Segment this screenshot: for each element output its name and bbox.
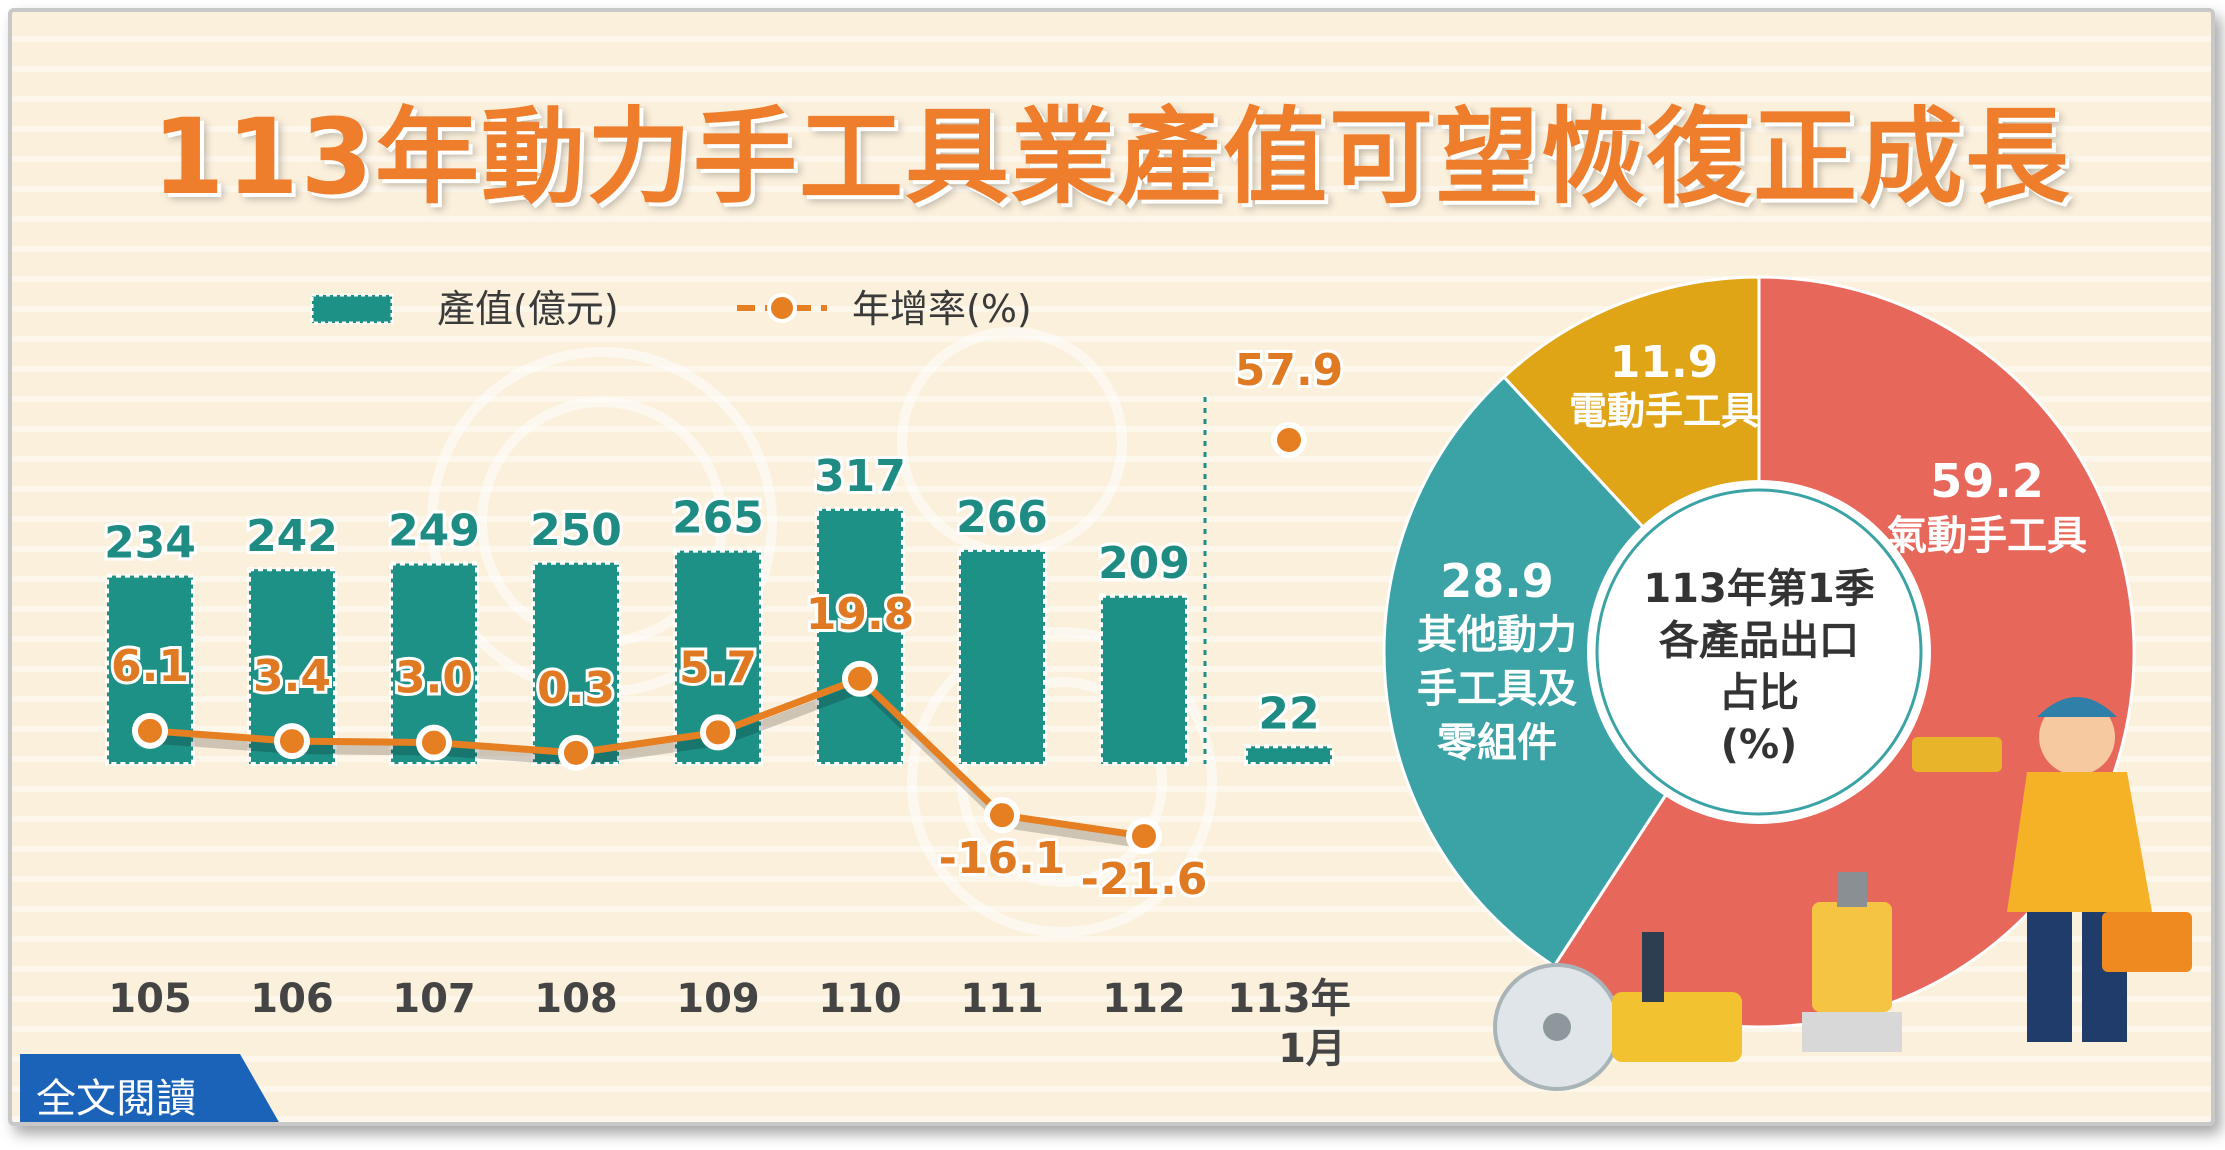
rate-point-107 — [416, 724, 452, 761]
x-tick-label: 1月 — [1278, 1026, 1346, 1072]
rate-point-111 — [984, 797, 1020, 834]
x-tick-label: 105 — [108, 976, 192, 1022]
rate-line-series: 6.1 3.4 3.0 0.3 5.7 19.8 -16.1 -21.6 57.9 — [108, 342, 1346, 908]
x-tick-label: 112 — [1102, 976, 1186, 1022]
legend-line-marker — [767, 293, 797, 323]
chart-legend: 產值(億元) 年增率(%) — [310, 287, 1032, 331]
bar-value-label: 22 — [1258, 688, 1319, 739]
rate-value-label: -21.6 — [1081, 854, 1208, 905]
slice-value-label: 11.9 — [1610, 337, 1719, 388]
bar-109 — [673, 548, 763, 766]
donut-center-label: (%) — [1721, 722, 1798, 768]
donut-center-label: 113年第1季 — [1643, 566, 1874, 612]
slice-name-label: 手工具及 — [1417, 666, 1577, 712]
rate-value-label: 3.0 — [395, 653, 473, 704]
bar-108 — [531, 560, 621, 766]
bar-value-labels: 234 242 249 250 265 317 266 209 22 — [101, 448, 1323, 742]
x-tick-label: 113年 — [1227, 976, 1351, 1022]
bar-value-label: 317 — [814, 451, 906, 502]
bar-value-label: 242 — [246, 511, 338, 562]
x-tick-label: 110 — [818, 976, 902, 1022]
read-full-button[interactable]: 全文閱讀 — [20, 1054, 280, 1122]
donut-center-label: 占比 — [1719, 670, 1799, 716]
slice-name-label: 氣動手工具 — [1887, 513, 2087, 559]
x-tick-label: 109 — [676, 976, 760, 1022]
legend-bar-swatch — [310, 293, 394, 325]
chart-canvas: 產值(億元) 年增率(%) 234 242 249 250 265 317 266 209 22… — [101, 275, 2192, 1091]
rate-point-109 — [700, 714, 736, 751]
rate-value-label: 3.4 — [253, 651, 331, 702]
rate-value-label: 5.7 — [679, 642, 757, 693]
read-button-shape — [20, 1054, 279, 1122]
x-tick-label: 108 — [534, 976, 618, 1022]
donut-slice-2 — [1382, 374, 1761, 969]
worker-illustration-icon — [1912, 697, 2192, 1042]
bar-value-label: 265 — [672, 493, 764, 544]
rate-value-label: -16.1 — [939, 833, 1066, 884]
bar-value-label: 249 — [388, 506, 480, 557]
rate-point-105 — [132, 712, 168, 749]
slice-name-label: 零組件 — [1437, 720, 1557, 766]
rate-value-label: 19.8 — [806, 589, 915, 640]
x-tick-label: 107 — [392, 976, 476, 1022]
rate-point-112 — [1126, 818, 1162, 855]
tools-illustration-icon — [1493, 872, 1902, 1091]
infographic-frame: 113年動力手工具業產值可望恢復正成長 產值(億元) 年增率(%) 234 242… — [8, 8, 2215, 1126]
slice-name-label: 電動手工具 — [1569, 389, 1759, 433]
rate-point-110 — [842, 660, 878, 697]
donut-hole — [1587, 480, 1931, 824]
read-full-label: 全文閱讀 — [36, 1077, 196, 1121]
bar-value-label: 266 — [956, 492, 1048, 543]
slice-name-label: 其他動力 — [1417, 612, 1577, 658]
bar-value-label: 209 — [1098, 538, 1190, 589]
bar-110 — [815, 506, 905, 766]
bar-111 — [957, 547, 1047, 766]
rate-point-106 — [274, 723, 310, 760]
rate-point-108 — [558, 734, 594, 771]
rate-value-label: 57.9 — [1235, 345, 1344, 396]
page-title: 113年動力手工具業產值可望恢復正成長 — [151, 96, 2072, 218]
rate-line — [149, 674, 1145, 840]
bar-113年1月 — [1244, 744, 1334, 766]
rate-value-label: 0.3 — [537, 663, 615, 714]
donut-chart — [1382, 275, 2136, 1029]
slice-value-label: 28.9 — [1440, 554, 1554, 608]
bar-value-label: 250 — [530, 505, 622, 556]
bar-series — [105, 506, 1334, 766]
legend-line-label: 年增率(%) — [852, 287, 1032, 331]
slice-value-label: 59.2 — [1930, 454, 2044, 508]
bar-112 — [1099, 593, 1189, 766]
donut-center-label: 各產品出口 — [1659, 618, 1859, 664]
rate-value-label: 6.1 — [111, 641, 189, 692]
x-tick-label: 111 — [960, 976, 1044, 1022]
bar-value-label: 234 — [104, 518, 196, 569]
donut-inner-ring — [1595, 488, 1923, 816]
rate-point-113年1月 — [1271, 422, 1307, 458]
legend-bar-label: 產值(億元) — [437, 287, 619, 331]
x-tick-label: 106 — [250, 976, 334, 1022]
